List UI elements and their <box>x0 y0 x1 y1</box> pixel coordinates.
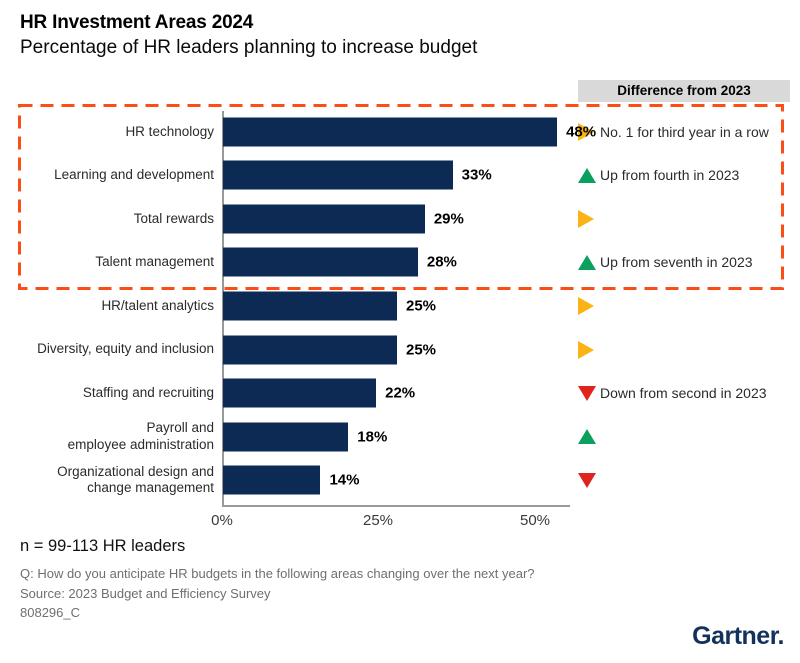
category-label: Payroll and employee administration <box>67 420 214 452</box>
difference-annotation: No. 1 for third year in a row <box>578 122 790 141</box>
bar-track: 25% <box>222 284 570 328</box>
bar-value-label: 25% <box>406 341 437 359</box>
bar <box>223 378 377 408</box>
annotation-text: Up from seventh in 2023 <box>600 254 753 271</box>
bar-value-label: 22% <box>385 384 416 402</box>
page-title: HR Investment Areas 2024 <box>20 12 254 33</box>
document-id: 808296_C <box>20 605 80 620</box>
bar-track: 14% <box>222 459 570 503</box>
x-axis-line <box>222 505 570 507</box>
difference-annotation: Up from fourth in 2023 <box>578 167 790 183</box>
category-label: HR/talent analytics <box>101 297 214 313</box>
bar-chart: HR technology 48% No. 1 for third year i… <box>0 110 800 502</box>
y-axis-line <box>222 111 224 506</box>
annotation-text: No. 1 for third year in a row <box>600 123 769 140</box>
category-label: Organizational design and change managem… <box>57 463 214 496</box>
right-triangle-icon <box>578 297 594 316</box>
bar-track: 22% <box>222 371 570 415</box>
bar-value-label: 29% <box>433 210 464 228</box>
x-axis-tick-50: 50% <box>519 512 551 529</box>
chart-row: Payroll and employee administration 18% <box>0 415 800 459</box>
chart-row: HR technology 48% No. 1 for third year i… <box>0 110 800 154</box>
bar <box>223 160 453 190</box>
bar <box>223 247 418 277</box>
right-triangle-icon <box>578 209 594 228</box>
difference-annotation <box>578 429 790 445</box>
bar <box>223 335 397 365</box>
source-footnote: Source: 2023 Budget and Efficiency Surve… <box>20 586 271 601</box>
chart-row: Staffing and recruiting 22% Down from se… <box>0 371 800 415</box>
bar-value-label: 14% <box>329 471 360 489</box>
bar <box>223 204 425 234</box>
bar-track: 18% <box>222 415 570 459</box>
page-subtitle: Percentage of HR leaders planning to inc… <box>20 37 478 58</box>
question-footnote: Q: How do you anticipate HR budgets in t… <box>20 566 535 581</box>
category-label: HR technology <box>125 123 214 139</box>
difference-annotation: Down from second in 2023 <box>578 385 790 401</box>
chart-row: Learning and development 33% Up from fou… <box>0 154 800 198</box>
category-label: Diversity, equity and inclusion <box>37 341 214 357</box>
bar-value-label: 25% <box>406 297 437 315</box>
difference-annotation: Up from seventh in 2023 <box>578 254 790 270</box>
bar-track: 28% <box>222 241 570 285</box>
x-axis-tick-0: 0% <box>211 512 233 529</box>
gartner-logo: Gartner. <box>692 622 784 650</box>
chart-row: Talent management 28% Up from seventh in… <box>0 241 800 285</box>
down-triangle-icon <box>578 472 596 488</box>
annotation-text: Up from fourth in 2023 <box>600 167 740 184</box>
bar <box>223 465 321 495</box>
bar-track: 25% <box>222 328 570 372</box>
bar-value-label: 18% <box>357 428 388 446</box>
bar-value-label: 48% <box>566 123 597 141</box>
bar-track: 33% <box>222 154 570 198</box>
up-triangle-icon <box>578 254 596 270</box>
bar-value-label: 28% <box>426 253 457 271</box>
x-axis-tick-25: 25% <box>362 512 394 529</box>
difference-annotation <box>578 209 790 228</box>
up-triangle-icon <box>578 429 596 445</box>
bar <box>223 117 558 147</box>
right-triangle-icon <box>578 340 594 359</box>
bar-track: 29% <box>222 197 570 241</box>
chart-row: Diversity, equity and inclusion 25% <box>0 328 800 372</box>
difference-annotation <box>578 472 790 488</box>
difference-annotation <box>578 340 790 359</box>
bar <box>223 422 349 452</box>
bar <box>223 291 397 321</box>
category-label: Staffing and recruiting <box>82 384 214 400</box>
chart-row: Organizational design and change managem… <box>0 459 800 503</box>
sample-size-note: n = 99-113 HR leaders <box>20 537 186 555</box>
right-triangle-icon <box>578 122 594 141</box>
down-triangle-icon <box>578 385 596 401</box>
difference-annotation <box>578 297 790 316</box>
category-label: Total rewards <box>133 210 214 226</box>
category-label: Learning and development <box>54 167 214 183</box>
category-label: Talent management <box>95 254 214 270</box>
up-triangle-icon <box>578 167 596 183</box>
chart-row: Total rewards 29% <box>0 197 800 241</box>
annotation-text: Down from second in 2023 <box>600 385 767 402</box>
difference-column-header: Difference from 2023 <box>578 80 790 102</box>
bar-value-label: 33% <box>461 166 492 184</box>
bar-track: 48% <box>222 110 596 154</box>
chart-row: HR/talent analytics 25% <box>0 284 800 328</box>
